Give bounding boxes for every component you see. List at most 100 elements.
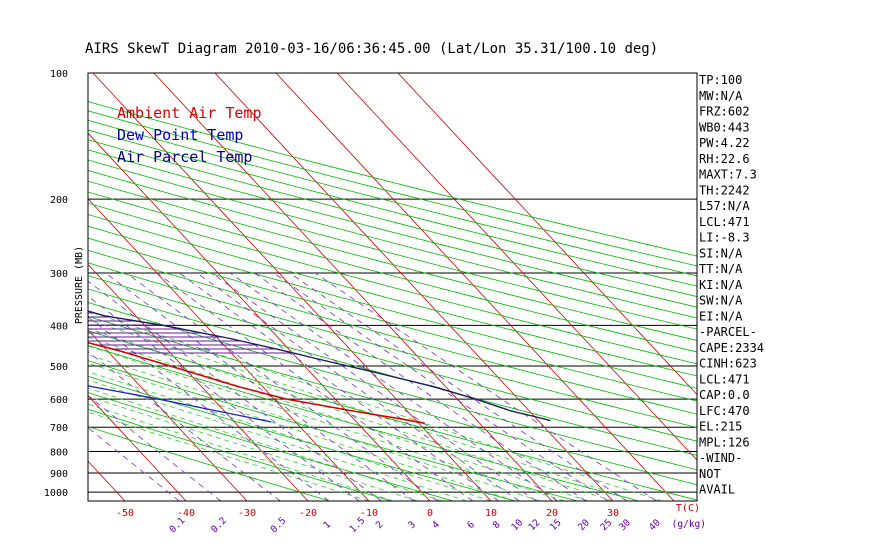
mixing-ratio-line <box>211 272 537 501</box>
dry-adiabat-line <box>88 408 392 501</box>
moist-adiabat-line <box>88 395 418 501</box>
stability-index-label: FRZ:602 <box>699 105 750 119</box>
pressure-tick-label: 700 <box>50 423 68 434</box>
mixing-ratio-line <box>88 395 222 501</box>
mixing-ratio-tick-label: 10 <box>509 517 525 533</box>
pressure-tick-label: 800 <box>50 448 68 459</box>
dry-adiabat-line <box>88 119 697 277</box>
dry-adiabat-line <box>88 360 578 501</box>
mixing-ratio-unit-label: (g/kg) <box>672 519 706 530</box>
dry-adiabat-line <box>88 191 697 353</box>
bottom-temp-tick-label: 0 <box>427 508 433 519</box>
isotherm-line <box>336 73 697 461</box>
mixing-ratio-tick-label: 25 <box>598 517 614 533</box>
isotherm-line <box>214 73 614 501</box>
pressure-tick-label: 500 <box>50 362 68 373</box>
dry-adiabat-line <box>88 170 697 330</box>
pressure-tick-label: 200 <box>50 195 68 206</box>
mixing-ratio-line <box>126 272 439 501</box>
bottom-temp-tick-label: -20 <box>299 508 317 519</box>
stability-index-label: CAP:0.0 <box>699 388 750 402</box>
mixing-ratio-tick-label: 0.2 <box>209 515 229 535</box>
pressure-tick-label: 400 <box>50 321 68 332</box>
isotherm-line <box>397 73 697 396</box>
dry-adiabat-line <box>88 375 516 501</box>
mixing-ratio-tick-label: 20 <box>576 517 592 533</box>
mixing-ratio-line <box>88 295 360 501</box>
dry-adiabat-line <box>88 426 330 501</box>
dry-adiabat-line <box>88 214 697 377</box>
mixing-ratio-tick-label: 2 <box>374 519 386 531</box>
stability-index-label: CINH:623 <box>699 357 757 371</box>
mixing-ratio-line <box>229 272 558 501</box>
temp-unit-label: T(C) <box>676 503 700 514</box>
isotherm-line <box>0 73 3 501</box>
mixing-ratio-line <box>88 351 281 501</box>
mixing-ratio-line <box>315 272 657 501</box>
stability-index-label: PW:4.22 <box>699 136 750 150</box>
stability-index-label: SW:N/A <box>699 294 743 308</box>
stability-index-label: NOT <box>699 467 721 481</box>
stability-index-label: SI:N/A <box>699 246 743 260</box>
dry-adiabat-line <box>88 301 697 471</box>
dry-adiabat-line <box>88 139 697 297</box>
pressure-tick-label: 900 <box>50 469 68 480</box>
moist-adiabat-line <box>88 319 638 501</box>
stability-index-label: -PARCEL- <box>699 325 757 339</box>
dry-adiabat-line <box>88 330 697 501</box>
pressure-tick-label: 600 <box>50 395 68 406</box>
bottom-temp-tick-label: -30 <box>238 508 256 519</box>
stability-index-label: L57:N/A <box>699 199 750 213</box>
stability-index-label: AVAIL <box>699 483 735 497</box>
y-axis-label: PRESSURE (MB) <box>74 246 85 324</box>
dry-adiabat-line <box>88 275 697 442</box>
mixing-ratio-tick-label: 40 <box>647 517 663 533</box>
mixing-ratio-tick-label: 3 <box>406 519 418 531</box>
legend-item: Dew Point Temp <box>117 126 243 144</box>
mixing-ratio-line <box>88 427 180 501</box>
stability-index-label: EI:N/A <box>699 309 743 323</box>
moist-adiabat-line <box>88 354 540 501</box>
dry-adiabat-line <box>88 110 697 267</box>
stability-index-label: LFC:470 <box>699 404 750 418</box>
dry-adiabat-line <box>88 262 697 428</box>
dry-adiabat-line <box>88 159 697 319</box>
mixing-ratio-line <box>254 272 587 501</box>
pressure-tick-label: 300 <box>50 269 68 280</box>
dry-adiabat-line <box>88 101 697 257</box>
dry-adiabat-line <box>88 249 697 415</box>
stability-index-label: CAPE:2334 <box>699 341 764 355</box>
mixing-ratio-line <box>105 272 415 501</box>
moist-adiabat-line <box>88 403 394 501</box>
mixing-ratio-tick-label: 15 <box>548 517 564 533</box>
plot-frame <box>87 72 698 502</box>
stability-index-label: MW:N/A <box>699 89 743 103</box>
bottom-temp-tick-label: 10 <box>485 508 497 519</box>
dry-adiabat-line <box>88 129 697 287</box>
stability-index-label: WB0:443 <box>699 120 750 134</box>
stability-index-label: KI:N/A <box>699 278 743 292</box>
stability-index-label: TH:2242 <box>699 183 750 197</box>
isotherm-line <box>88 132 431 501</box>
moist-adiabat-line <box>88 379 467 501</box>
dry-adiabat-line <box>88 315 697 486</box>
temperature-profile <box>88 341 425 425</box>
moist-adiabat-line <box>88 387 443 501</box>
mixing-ratio-line <box>273 272 609 501</box>
dry-adiabat-line <box>88 180 697 341</box>
dry-adiabat-line <box>88 225 697 389</box>
isotherm-line <box>275 73 675 501</box>
mixing-ratio-line <box>196 272 520 501</box>
stability-index-label: TT:N/A <box>699 262 743 276</box>
moist-adiabat-line <box>88 411 370 501</box>
chart-title: AIRS SkewT Diagram 2010-03-16/06:36:45.0… <box>85 41 658 57</box>
stability-index-label: LI:-8.3 <box>699 231 750 245</box>
bottom-temp-tick-label: 30 <box>607 508 619 519</box>
dry-adiabat-line <box>88 392 454 501</box>
stability-index-label: TP:100 <box>699 73 742 87</box>
moist-adiabat-line <box>88 328 614 501</box>
mixing-ratio-line <box>156 272 474 501</box>
legend-item: Ambient Air Temp <box>117 104 262 122</box>
mixing-ratio-line <box>289 272 628 501</box>
